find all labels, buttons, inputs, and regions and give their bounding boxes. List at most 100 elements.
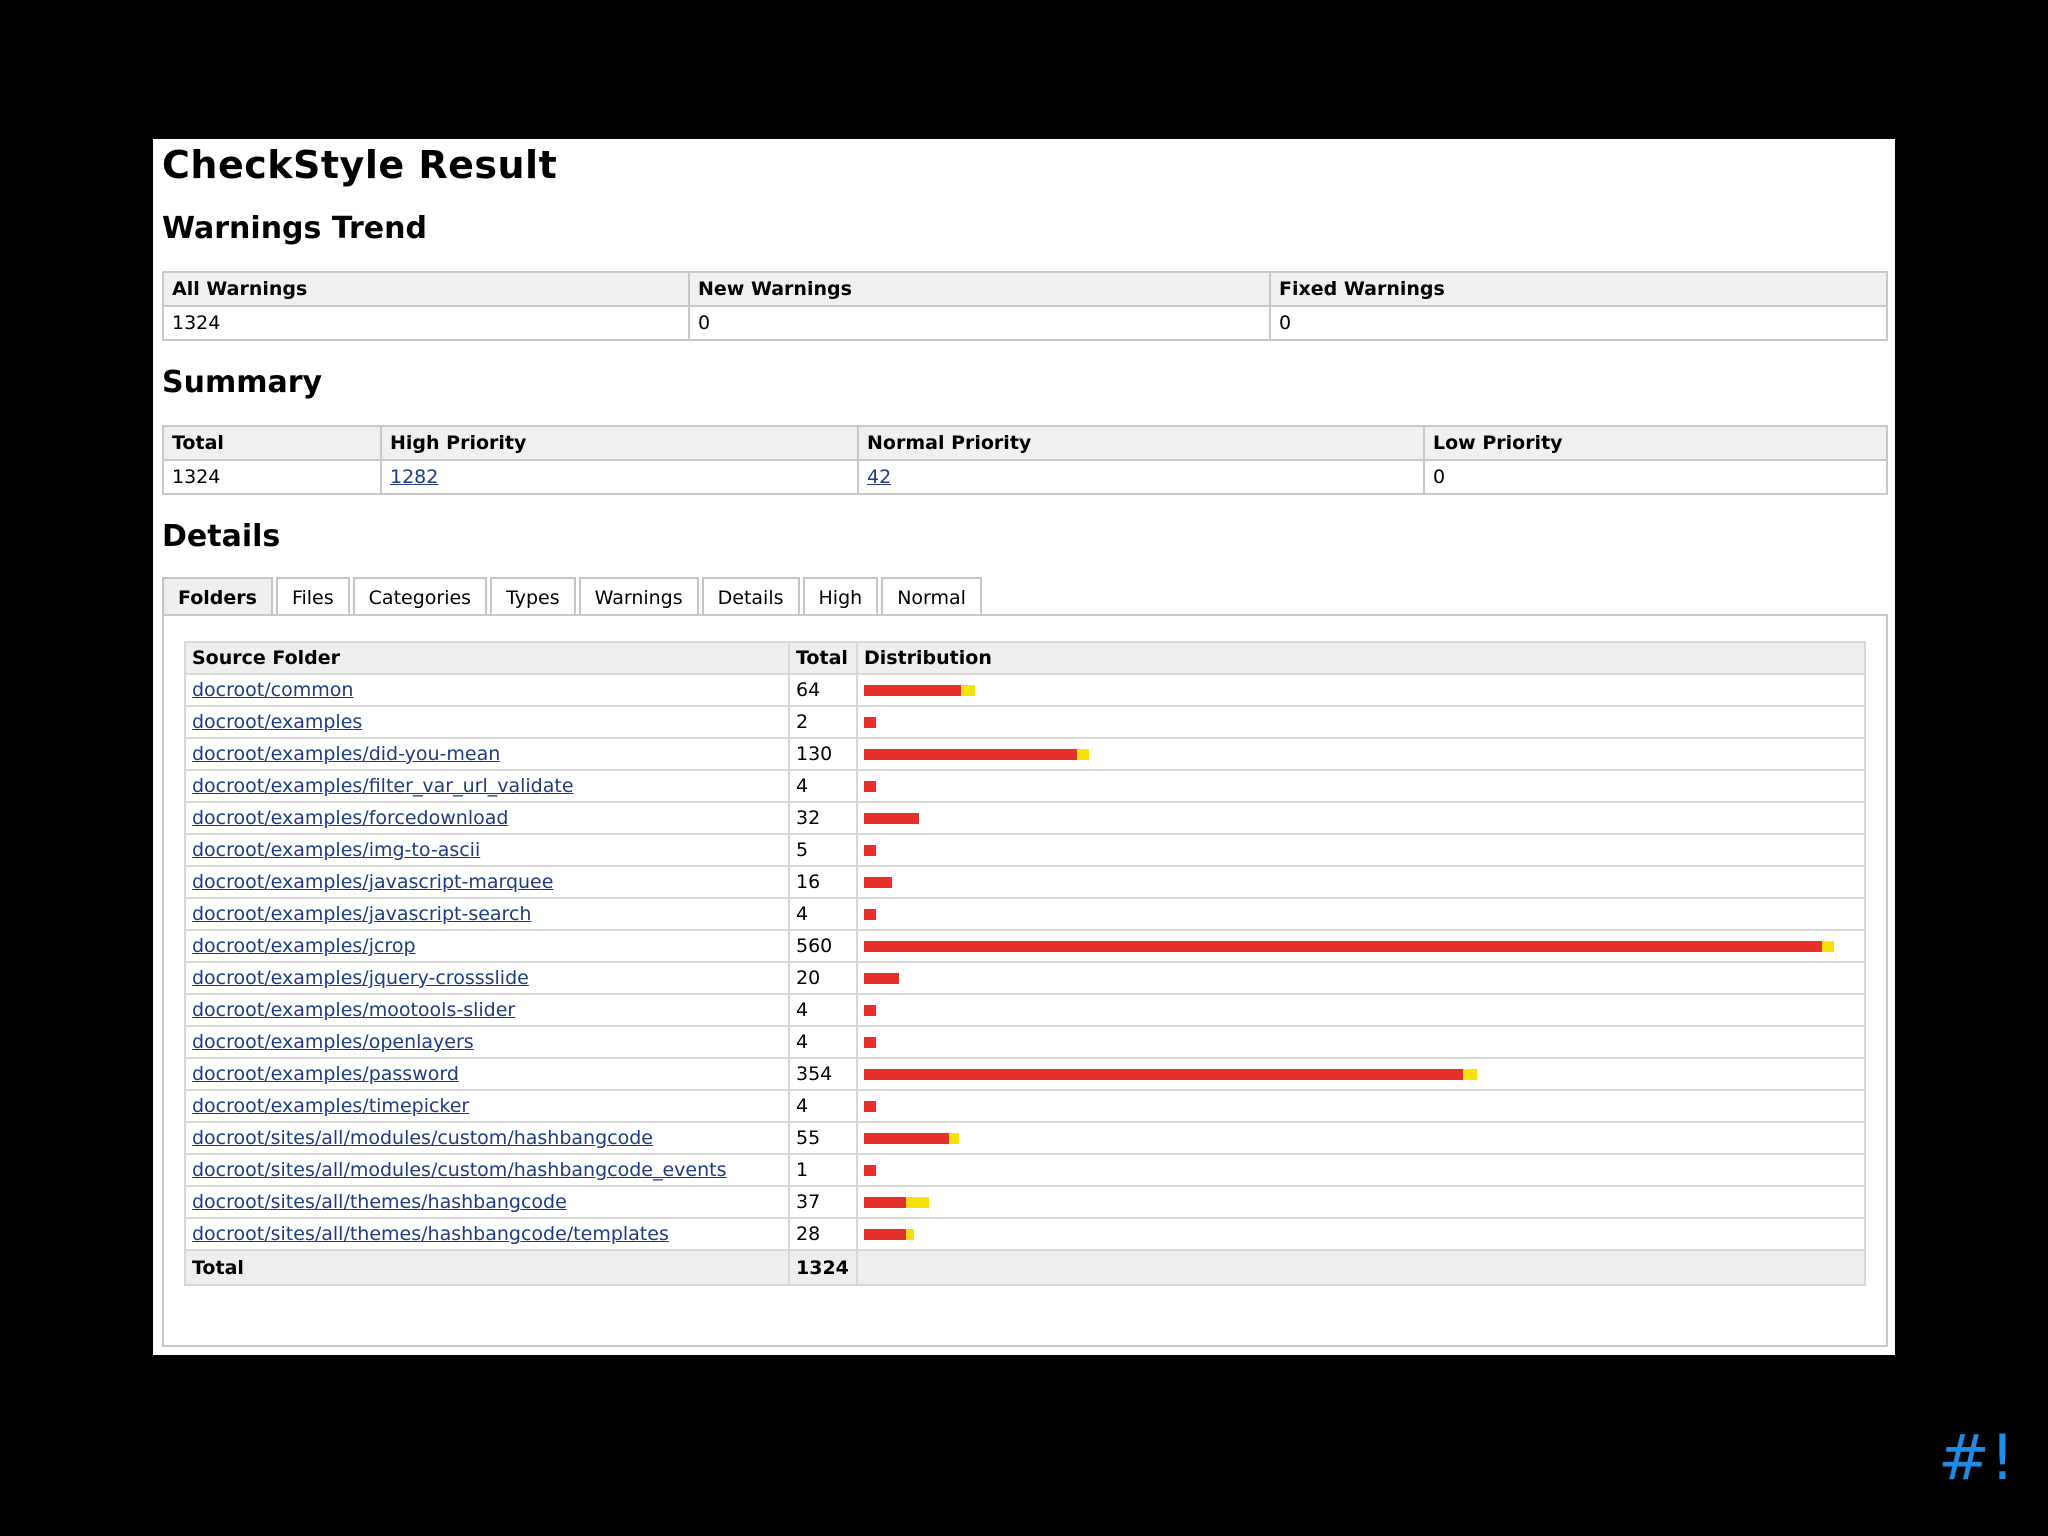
folders-table: Source Folder Total Distribution docroot… [184,641,1866,1286]
tab-normal[interactable]: Normal [881,577,982,615]
table-row: docroot/examples/timepicker 4 [184,1089,1866,1123]
table-row: docroot/sites/all/modules/custom/hashban… [184,1121,1866,1155]
distribution-cell [856,1217,1866,1251]
source-folder-link[interactable]: docroot/common [192,679,354,701]
tab-files[interactable]: Files [275,577,350,615]
high-priority-bar [864,1101,876,1112]
source-folder-cell: docroot/examples/jquery-crossslide [184,961,790,995]
source-folder-cell: docroot/examples/timepicker [184,1089,790,1123]
source-folder-link[interactable]: docroot/examples/forcedownload [192,807,509,829]
source-folder-link[interactable]: docroot/examples/password [192,1063,459,1085]
tab-folders[interactable]: Folders [162,577,273,615]
normal-priority-link[interactable]: 42 [867,466,892,488]
tab-high[interactable]: High [802,577,879,615]
high-priority-bar [864,1229,906,1240]
folder-total-cell: 4 [788,1089,858,1123]
tab-types[interactable]: Types [490,577,576,615]
folder-total-cell: 1 [788,1153,858,1187]
folder-total-cell: 37 [788,1185,858,1219]
source-folder-link[interactable]: docroot/sites/all/themes/hashbangcode [192,1191,567,1213]
table-row: docroot/examples/filter_var_url_validate… [184,769,1866,803]
new-warnings-header: New Warnings [688,271,1271,307]
source-folder-link[interactable]: docroot/sites/all/modules/custom/hashban… [192,1159,727,1181]
table-row: docroot/examples/img-to-ascii 5 [184,833,1866,867]
distribution-cell [856,961,1866,995]
distribution-cell [856,833,1866,867]
source-folder-cell: docroot/examples/javascript-search [184,897,790,931]
high-priority-bar [864,1165,876,1176]
source-folder-cell: docroot/sites/all/modules/custom/hashban… [184,1153,790,1187]
high-priority-link[interactable]: 1282 [390,466,439,488]
source-folder-link[interactable]: docroot/sites/all/themes/hashbangcode/te… [192,1223,669,1245]
distribution-cell [856,737,1866,771]
distribution-cell [856,1185,1866,1219]
summary-total-value: 1324 [162,459,382,495]
warnings-trend-table: All Warnings New Warnings Fixed Warnings… [162,271,1888,341]
tab-details[interactable]: Details [701,577,800,615]
source-folder-link[interactable]: docroot/examples/jcrop [192,935,416,957]
source-folder-link[interactable]: docroot/examples [192,711,363,733]
source-folder-cell: docroot/examples/openlayers [184,1025,790,1059]
report-panel: CheckStyle Result Warnings Trend All War… [153,139,1895,1355]
tab-categories[interactable]: Categories [352,577,488,615]
source-folder-link[interactable]: docroot/examples/javascript-search [192,903,532,925]
warnings-trend-heading: Warnings Trend [162,211,427,246]
distribution-cell [856,801,1866,835]
table-row: docroot/sites/all/themes/hashbangcode 37 [184,1185,1866,1219]
folder-total-cell: 4 [788,993,858,1027]
footer-total-value: 1324 [788,1249,858,1286]
distribution-cell [856,1089,1866,1123]
source-folder-link[interactable]: docroot/sites/all/modules/custom/hashban… [192,1127,653,1149]
details-heading: Details [162,519,281,554]
all-warnings-header: All Warnings [162,271,690,307]
hashbang-logo: #! [1938,1421,2015,1494]
distribution-cell [856,897,1866,931]
source-folder-link[interactable]: docroot/examples/timepicker [192,1095,470,1117]
source-folder-cell: docroot/sites/all/themes/hashbangcode [184,1185,790,1219]
distribution-cell [856,705,1866,739]
source-folder-link[interactable]: docroot/examples/filter_var_url_validate [192,775,574,797]
source-folder-link[interactable]: docroot/examples/jquery-crossslide [192,967,529,989]
distribution-cell [856,769,1866,803]
normal-priority-bar [1822,941,1834,952]
source-folder-header: Source Folder [184,641,790,675]
details-tabs: Folders Files Categories Types Warnings … [162,577,985,617]
table-row: docroot/examples/openlayers 4 [184,1025,1866,1059]
table-row: docroot/examples/javascript-search 4 [184,897,1866,931]
source-folder-cell: docroot/examples/password [184,1057,790,1091]
table-row: docroot/examples/jcrop 560 [184,929,1866,963]
table-row: docroot/examples/javascript-marquee 16 [184,865,1866,899]
source-folder-cell: docroot/examples/mootools-slider [184,993,790,1027]
folder-total-cell: 4 [788,897,858,931]
table-row: docroot/examples/forcedownload 32 [184,801,1866,835]
folder-total-cell: 560 [788,929,858,963]
source-folder-link[interactable]: docroot/examples/javascript-marquee [192,871,554,893]
all-warnings-value: 1324 [162,305,690,341]
fixed-warnings-header: Fixed Warnings [1269,271,1888,307]
tab-warnings[interactable]: Warnings [578,577,699,615]
table-row: docroot/sites/all/modules/custom/hashban… [184,1153,1866,1187]
folder-total-cell: 5 [788,833,858,867]
normal-priority-bar [961,685,975,696]
high-priority-bar [864,1005,876,1016]
table-row: docroot/examples/mootools-slider 4 [184,993,1866,1027]
distribution-cell [856,865,1866,899]
source-folder-link[interactable]: docroot/examples/openlayers [192,1031,474,1053]
source-folder-cell: docroot/sites/all/themes/hashbangcode/te… [184,1217,790,1251]
high-priority-bar [864,1197,906,1208]
distribution-cell [856,1057,1866,1091]
source-folder-cell: docroot/examples/jcrop [184,929,790,963]
high-priority-bar [864,1133,949,1144]
folder-total-cell: 32 [788,801,858,835]
source-folder-cell: docroot/examples/did-you-mean [184,737,790,771]
source-folder-link[interactable]: docroot/examples/mootools-slider [192,999,516,1021]
high-priority-bar [864,973,899,984]
folder-total-cell: 2 [788,705,858,739]
distribution-cell [856,673,1866,707]
folder-total-cell: 64 [788,673,858,707]
source-folder-link[interactable]: docroot/examples/did-you-mean [192,743,501,765]
source-folder-link[interactable]: docroot/examples/img-to-ascii [192,839,481,861]
folder-total-cell: 4 [788,1025,858,1059]
footer-empty-cell [856,1249,1866,1286]
summary-total-header: Total [162,425,382,461]
